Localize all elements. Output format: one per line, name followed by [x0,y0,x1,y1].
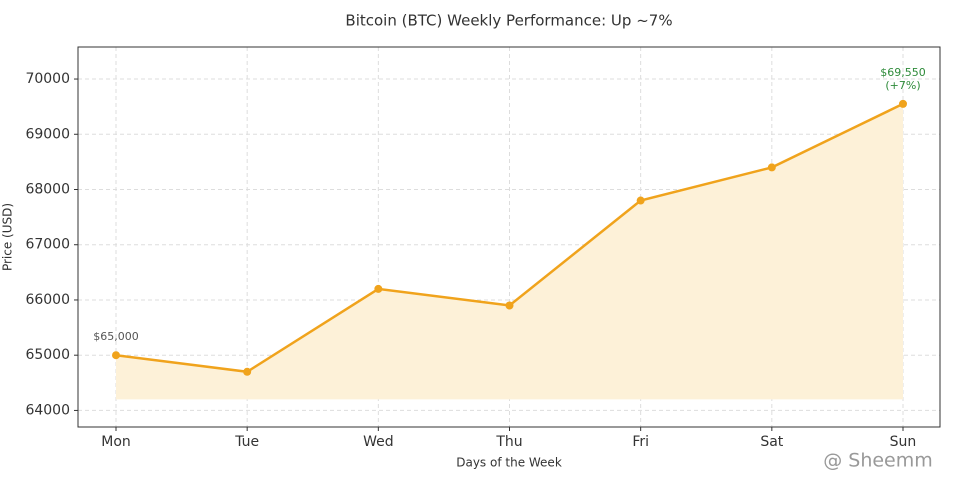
point [374,284,383,293]
y-tick-label: 65000 [25,347,70,363]
y-tick-label: 66000 [25,292,70,308]
chart-title: Bitcoin (BTC) Weekly Performance: Up ~7% [345,12,672,30]
point [505,301,514,310]
plot-frame [77,46,941,428]
y-tick-label: 68000 [25,182,70,198]
x-tick-label: Sat [760,434,783,450]
x-tick-label: Thu [495,434,522,450]
x-axis-label: Days of the Week [456,456,562,470]
annotation: $65,000 [93,330,139,343]
x-tick-label: Sun [890,434,917,450]
point [636,196,645,205]
x-tick-label: Wed [363,434,394,450]
area-fill [116,103,903,400]
y-tick-label: 70000 [25,71,70,87]
annotation: (+7%) [885,79,920,92]
x-tick-label: Mon [101,434,131,450]
y-tick-label: 64000 [25,402,70,418]
x-tick-label: Fri [632,434,649,450]
y-axis-label: Price (USD) [1,203,15,271]
y-tick-label: 69000 [25,126,70,142]
y-tick-label: 67000 [25,237,70,253]
point [112,351,120,360]
x-tick-label: Tue [234,434,259,450]
watermark: @ Sheemm [823,450,933,472]
annotation: $69,550 [880,66,926,79]
point [767,163,776,172]
point [243,367,252,376]
point [899,99,907,108]
